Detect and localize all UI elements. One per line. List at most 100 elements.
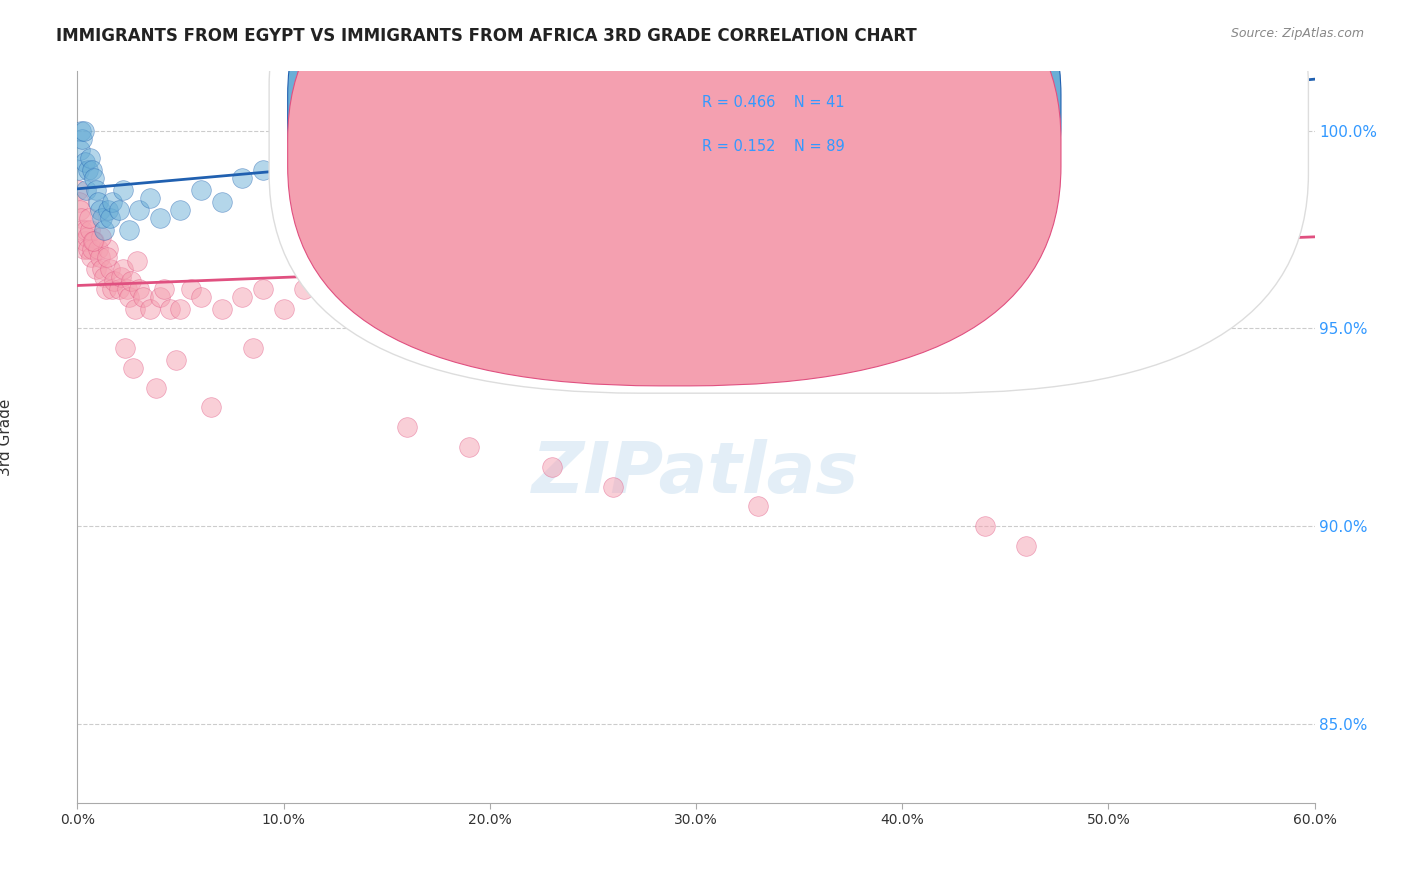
Point xyxy=(96,250,118,264)
Point xyxy=(1015,539,1038,553)
Point xyxy=(89,202,111,217)
Point xyxy=(231,290,253,304)
Point xyxy=(93,222,115,236)
Point xyxy=(67,194,90,209)
Point xyxy=(103,274,125,288)
Point xyxy=(644,123,666,137)
Point xyxy=(84,183,107,197)
Point xyxy=(685,211,707,225)
Point xyxy=(72,242,94,256)
Point xyxy=(891,123,914,137)
Point xyxy=(98,262,121,277)
Point xyxy=(114,341,136,355)
Text: Source: ZipAtlas.com: Source: ZipAtlas.com xyxy=(1230,27,1364,40)
Point xyxy=(80,242,103,256)
Point xyxy=(72,131,94,145)
Point xyxy=(396,420,419,434)
Point xyxy=(83,171,105,186)
Point xyxy=(127,254,149,268)
Point xyxy=(87,194,110,209)
Point xyxy=(520,123,543,137)
Text: R = 0.152    N = 89: R = 0.152 N = 89 xyxy=(702,138,845,153)
Point xyxy=(132,290,155,304)
Point xyxy=(190,183,212,197)
Text: ZIPatlas: ZIPatlas xyxy=(533,439,859,508)
Point xyxy=(91,211,114,225)
Point xyxy=(932,163,955,178)
FancyBboxPatch shape xyxy=(269,0,1309,393)
Text: 3rd Grade: 3rd Grade xyxy=(0,399,13,475)
Point xyxy=(75,222,97,236)
Point xyxy=(849,183,872,197)
Point xyxy=(96,282,118,296)
Point xyxy=(416,242,439,256)
Point xyxy=(101,282,124,296)
Point xyxy=(292,144,315,158)
Point xyxy=(89,250,111,264)
Point xyxy=(242,341,264,355)
Point xyxy=(111,262,134,277)
Text: R = 0.466    N = 41: R = 0.466 N = 41 xyxy=(702,95,845,110)
Point xyxy=(70,211,93,225)
Point xyxy=(169,202,191,217)
Point xyxy=(891,171,914,186)
Point xyxy=(115,282,138,296)
Point xyxy=(101,194,124,209)
Point xyxy=(437,235,460,249)
Point xyxy=(314,274,336,288)
Point xyxy=(128,282,150,296)
Point xyxy=(98,211,121,225)
Point xyxy=(97,242,120,256)
Point xyxy=(582,222,605,236)
Point xyxy=(644,222,666,236)
Point xyxy=(478,222,501,236)
Point xyxy=(76,242,98,256)
Point xyxy=(138,191,160,205)
Point xyxy=(180,282,202,296)
Point xyxy=(87,242,110,256)
Point xyxy=(540,459,562,474)
Point xyxy=(75,183,97,197)
Point xyxy=(335,152,357,166)
Point xyxy=(120,274,142,288)
Point xyxy=(1241,123,1264,137)
FancyBboxPatch shape xyxy=(288,0,1062,342)
Point xyxy=(725,202,748,217)
Point xyxy=(67,183,90,197)
Text: IMMIGRANTS FROM EGYPT VS IMMIGRANTS FROM AFRICA 3RD GRADE CORRELATION CHART: IMMIGRANTS FROM EGYPT VS IMMIGRANTS FROM… xyxy=(56,27,917,45)
Point xyxy=(787,194,810,209)
Point xyxy=(169,301,191,316)
Point xyxy=(375,131,398,145)
Point xyxy=(787,123,810,137)
Point xyxy=(747,500,769,514)
Point xyxy=(520,211,543,225)
Point xyxy=(138,301,160,316)
Point xyxy=(69,144,91,158)
Point xyxy=(84,262,107,277)
Point xyxy=(110,269,132,284)
Point xyxy=(82,235,104,249)
Point xyxy=(252,282,274,296)
Point xyxy=(73,235,96,249)
Point xyxy=(79,222,101,236)
Point xyxy=(118,290,141,304)
Point xyxy=(165,353,187,368)
Point xyxy=(623,211,645,225)
Point xyxy=(561,202,583,217)
Point xyxy=(211,194,233,209)
Point xyxy=(124,301,146,316)
Point xyxy=(149,290,172,304)
Point xyxy=(73,155,96,169)
Point xyxy=(478,144,501,158)
Point xyxy=(375,262,398,277)
Point xyxy=(190,290,212,304)
Point xyxy=(200,401,222,415)
Point xyxy=(273,155,295,169)
Point xyxy=(118,222,141,236)
Point xyxy=(93,269,115,284)
Point xyxy=(128,202,150,217)
Point xyxy=(91,262,114,277)
Point xyxy=(153,282,176,296)
Point xyxy=(111,183,134,197)
Point xyxy=(67,163,90,178)
